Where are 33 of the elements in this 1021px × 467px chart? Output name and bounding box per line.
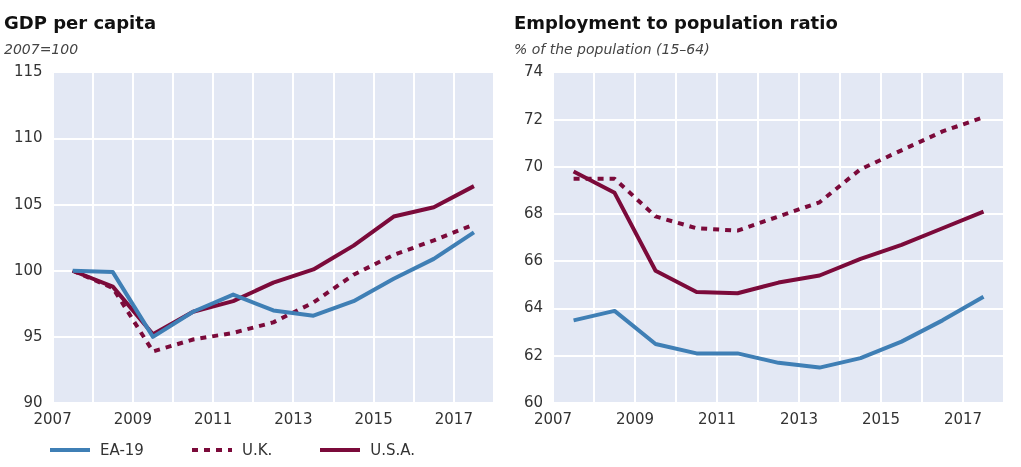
y-tick-label: 110 [13,128,43,147]
x-tick-label: 2007 [33,409,72,428]
y-tick-label: 62 [523,345,544,364]
chart-subtitle: 2007=100 [4,40,79,57]
x-tick-label: 2013 [274,409,313,428]
y-tick-label: 100 [13,260,43,279]
y-tick-label: 95 [23,326,43,345]
chart-title: Employment to population ratio [514,12,838,34]
x-tick-label: 2007 [533,409,573,428]
y-tick-label: 64 [523,298,544,317]
x-tick-label: 2017 [434,409,473,428]
chart-title: GDP per capita [4,12,157,34]
x-tick-label: 2015 [354,409,393,428]
y-tick-label: 105 [13,194,43,213]
y-tick-label: 68 [523,203,544,222]
y-tick-label: 74 [523,62,544,81]
x-tick-label: 2017 [943,409,983,428]
x-tick-label: 2009 [113,409,152,428]
y-tick-label: 70 [523,156,544,175]
x-tick-label: 2009 [615,409,655,428]
y-tick-label: 90 [23,392,43,411]
chart-subtitle: % of the population (15–64) [514,40,710,57]
x-tick-label: 2013 [779,409,819,428]
legend-label: EA-19 [100,441,144,459]
x-tick-label: 2011 [194,409,233,428]
legend-label: U.K. [241,441,273,459]
y-tick-label: 72 [523,109,544,128]
y-tick-label: 66 [523,251,544,270]
legend-label: U.S.A. [370,441,416,459]
y-tick-label: 60 [523,392,544,411]
x-tick-label: 2015 [861,409,901,428]
y-tick-label: 115 [13,62,43,81]
x-tick-label: 2011 [697,409,737,428]
